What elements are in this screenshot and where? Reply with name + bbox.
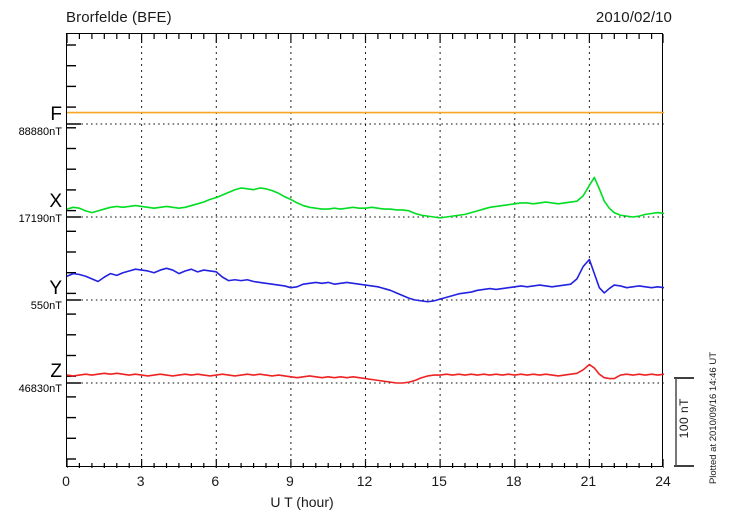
component-symbol-f: F xyxy=(50,104,62,125)
component-label-y: Y 550nT xyxy=(0,279,62,312)
component-baseline-x: 17190nT xyxy=(18,213,62,225)
x-tick-6: 6 xyxy=(211,473,220,489)
component-label-x: X 17190nT xyxy=(0,192,62,225)
component-symbol-y: Y xyxy=(49,278,62,299)
component-symbol-x: X xyxy=(49,191,62,212)
x-tick-15: 15 xyxy=(431,473,447,489)
plot-area xyxy=(66,33,664,468)
x-tick-24: 24 xyxy=(655,473,671,489)
component-baseline-f: 88880nT xyxy=(18,126,62,138)
x-tick-18: 18 xyxy=(505,473,522,489)
scale-bar xyxy=(674,377,694,467)
x-axis-title: U T (hour) xyxy=(0,494,730,510)
observation-date: 2010/02/10 xyxy=(595,9,672,26)
x-tick-12: 12 xyxy=(356,473,373,489)
component-baseline-y: 550nT xyxy=(30,300,62,312)
component-symbol-z: Z xyxy=(50,361,62,382)
x-tick-9: 9 xyxy=(285,473,294,489)
component-baseline-z: 46830nT xyxy=(18,383,62,395)
page-title: Brorfelde (BFE) xyxy=(66,9,172,26)
x-tick-0: 0 xyxy=(62,473,70,489)
scale-bar-label: 100 nT xyxy=(677,398,691,439)
x-tick-3: 3 xyxy=(136,473,145,489)
x-tick-21: 21 xyxy=(580,473,597,489)
plotted-timestamp: Plotted at 2010/09/16 14:46 UT xyxy=(708,352,719,485)
x-axis-title-text: U T (hour) xyxy=(270,494,334,510)
component-label-f: F 88880nT xyxy=(0,105,62,138)
magnetogram-traces xyxy=(67,34,664,468)
component-label-z: Z 46830nT xyxy=(0,362,62,395)
